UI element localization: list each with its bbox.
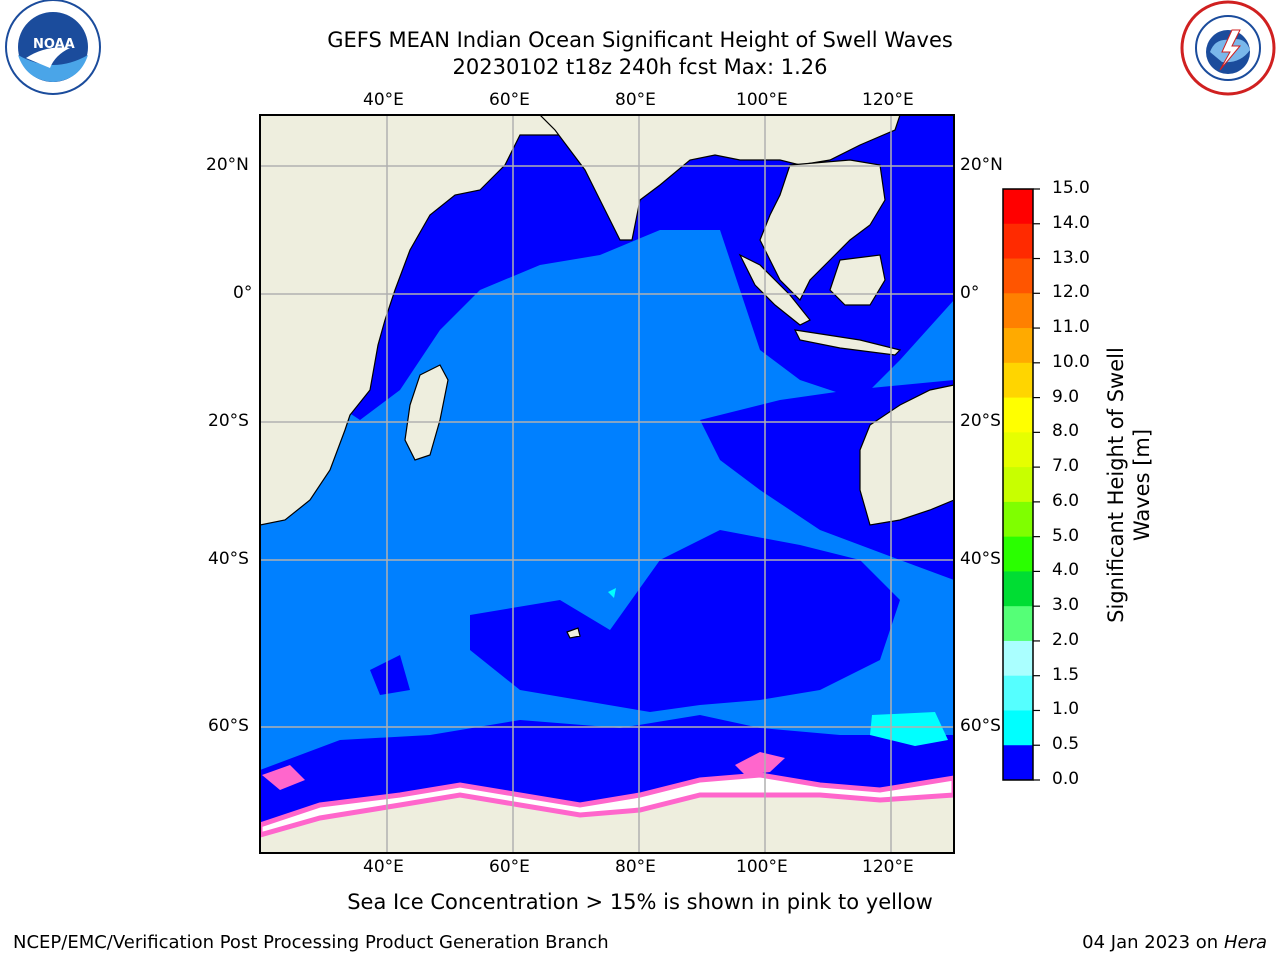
land-borneo xyxy=(829,254,886,306)
lon-label-bottom-40: 40°E xyxy=(363,857,404,877)
colorbar-segment xyxy=(1003,223,1033,260)
colorbar-label-line2: Waves [m] xyxy=(1130,428,1154,542)
colorbar-segment xyxy=(1003,432,1033,468)
map-frame xyxy=(259,114,955,854)
map-subtitle: 20230102 t18z 240h fcst Max: 1.26 xyxy=(452,55,828,79)
lat-label-right-0: 0° xyxy=(960,283,980,303)
date-text: 04 Jan 2023 on xyxy=(1082,932,1219,953)
colorbar-tick-label: 12.0 xyxy=(1052,282,1090,303)
colorbar-tick-label: 1.0 xyxy=(1052,699,1080,720)
lat-label-right-40s: 40°S xyxy=(960,549,1001,569)
colorbar-tick-label: 1.5 xyxy=(1052,664,1080,685)
lat-label-left-60s: 60°S xyxy=(208,716,249,736)
land-java xyxy=(793,329,902,356)
colorbar-segment xyxy=(1003,467,1033,503)
noaa-logo-text: NOAA xyxy=(33,37,75,52)
credit-text: NCEP/EMC/Verification Post Processing Pr… xyxy=(13,932,609,953)
date-stamp: 04 Jan 2023 on Hera xyxy=(1082,932,1267,953)
colorbar-segment xyxy=(1003,675,1033,711)
colorbar-segment xyxy=(1003,397,1033,433)
colorbar-tick-label: 8.0 xyxy=(1052,421,1080,442)
swell-high-patch xyxy=(870,712,948,746)
sea-ice-spot-west xyxy=(262,765,305,790)
lon-label-top-60: 60°E xyxy=(489,90,530,110)
colorbar-segment xyxy=(1003,293,1033,329)
colorbar-segment xyxy=(1003,258,1033,294)
lon-label-top-120: 120°E xyxy=(862,90,914,110)
colorbar-tick-label: 14.0 xyxy=(1052,212,1090,233)
noaa-ring-text: NATIONAL OCEANIC AND ATMOSPHERIC ADMINIS… xyxy=(0,100,1,101)
colorbar-segment xyxy=(1003,640,1033,677)
colorbar-tick-label: 0.5 xyxy=(1052,734,1080,755)
lon-label-bottom-100: 100°E xyxy=(736,857,788,877)
colorbar-tick-label: 13.0 xyxy=(1052,247,1090,268)
colorbar-segment xyxy=(1003,536,1033,572)
colorbar-tick-label: 9.0 xyxy=(1052,386,1080,407)
colorbar-tick-label: 15.0 xyxy=(1052,178,1090,198)
colorbar-segment xyxy=(1003,745,1033,781)
colorbar-tick-label: 6.0 xyxy=(1052,490,1080,511)
colorbar-tick-label: 5.0 xyxy=(1052,525,1080,546)
lat-label-right-20n: 20°N xyxy=(960,155,1003,175)
colorbar-tick-label: 10.0 xyxy=(1052,351,1090,372)
sea-ice-note: Sea Ice Concentration > 15% is shown in … xyxy=(347,890,933,914)
lon-label-top-100: 100°E xyxy=(736,90,788,110)
colorbar-segment xyxy=(1003,501,1033,538)
land-seasia xyxy=(759,159,886,302)
land-kerguelen xyxy=(566,627,581,639)
noaa-logo xyxy=(5,0,101,95)
colorbar-segment xyxy=(1003,328,1033,364)
lon-label-bottom-60: 60°E xyxy=(489,857,530,877)
land-india xyxy=(539,115,901,241)
colorbar-segment xyxy=(1003,571,1033,607)
land-madagascar xyxy=(404,364,449,461)
colorbar-frame xyxy=(1002,188,1034,781)
swell-low-south xyxy=(470,530,900,712)
machine-name: Hera xyxy=(1223,932,1267,953)
colorbar-label-line1: Significant Height of Swell xyxy=(1104,347,1128,623)
swell-high-dot xyxy=(608,588,616,598)
colorbar-segment xyxy=(1003,606,1033,642)
colorbar-segment xyxy=(1003,189,1033,225)
land-australia xyxy=(859,384,954,526)
lat-label-right-20s: 20°S xyxy=(960,411,1001,431)
colorbar-segment xyxy=(1003,710,1033,746)
colorbar xyxy=(1003,188,1040,781)
colorbar-tick-label: 2.0 xyxy=(1052,629,1080,650)
lat-label-left-20n: 20°N xyxy=(206,155,249,175)
sea-ice-spot xyxy=(735,752,785,775)
colorbar-segment xyxy=(1003,362,1033,399)
colorbar-tick-label: 11.0 xyxy=(1052,317,1090,338)
colorbar-tick-label: 3.0 xyxy=(1052,595,1080,616)
lon-label-top-80: 80°E xyxy=(615,90,656,110)
lon-label-bottom-120: 120°E xyxy=(862,857,914,877)
colorbar-tick-label: 4.0 xyxy=(1052,560,1080,581)
sea-ice-band xyxy=(260,772,954,838)
lon-label-top-40: 40°E xyxy=(363,90,404,110)
colorbar-tick-label: 7.0 xyxy=(1052,456,1080,477)
lat-label-left-0: 0° xyxy=(233,283,253,303)
swell-low-westpatch xyxy=(370,655,410,695)
lat-label-left-20s: 20°S xyxy=(208,411,249,431)
lat-label-left-40s: 40°S xyxy=(208,549,249,569)
map-title: GEFS MEAN Indian Ocean Significant Heigh… xyxy=(327,28,953,52)
lon-label-bottom-80: 80°E xyxy=(615,857,656,877)
nws-logo xyxy=(1180,0,1276,96)
lat-label-right-60s: 60°S xyxy=(960,716,1001,736)
colorbar-tick-label: 0.0 xyxy=(1052,769,1080,789)
nws-ring-text: NATIONAL WEATHER SERVICE xyxy=(1190,94,1191,95)
